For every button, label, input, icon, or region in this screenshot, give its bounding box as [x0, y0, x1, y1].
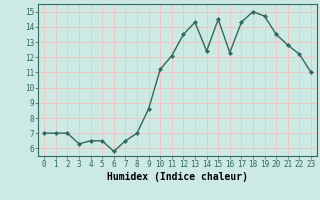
X-axis label: Humidex (Indice chaleur): Humidex (Indice chaleur) [107, 172, 248, 182]
